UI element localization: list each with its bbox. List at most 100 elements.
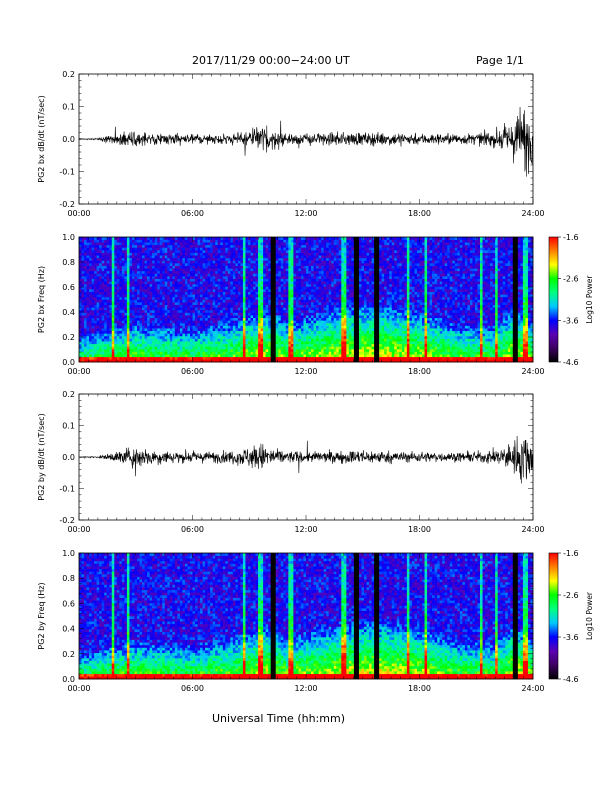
heatmap-cell — [227, 351, 231, 355]
heatmap-cell — [142, 260, 145, 264]
heatmap-cell — [258, 289, 261, 292]
heatmap-cell — [195, 244, 198, 248]
heatmap-cell — [167, 333, 171, 337]
heatmap-cell — [275, 252, 279, 256]
heatmap-cell — [169, 330, 173, 334]
heatmap-cell — [174, 296, 178, 300]
heatmap-cell — [323, 315, 327, 319]
heatmap-cell — [129, 359, 133, 363]
heatmap-cell — [84, 346, 87, 350]
heatmap-cell — [126, 312, 130, 316]
heatmap-cell — [235, 283, 239, 287]
heatmap-cell — [280, 304, 284, 308]
heatmap-cell — [109, 356, 113, 360]
heatmap-cell — [255, 263, 259, 266]
heatmap-cell — [187, 239, 191, 243]
heatmap-cell — [154, 302, 158, 305]
heatmap-cell — [318, 281, 322, 285]
heatmap-cell — [200, 296, 203, 300]
heatmap-cell — [144, 343, 148, 347]
heatmap-cell — [137, 359, 140, 363]
heatmap-cell — [184, 320, 188, 324]
heatmap-cell — [321, 260, 324, 264]
heatmap-cell — [200, 338, 203, 342]
heatmap-cell — [205, 247, 208, 251]
heatmap-cell — [260, 263, 264, 266]
heatmap-cell — [200, 244, 203, 248]
heatmap-cell — [184, 354, 188, 358]
heatmap-cell — [306, 270, 309, 274]
heatmap-cell — [154, 250, 158, 253]
heatmap-cell — [189, 302, 193, 305]
heatmap-cell — [258, 255, 261, 259]
heatmap-cell — [323, 278, 327, 282]
heatmap-cell — [326, 237, 329, 240]
heatmap-cell — [124, 273, 128, 277]
heatmap-cell — [298, 268, 302, 272]
heatmap-cell — [235, 278, 239, 282]
heatmap-cell — [167, 257, 171, 261]
heatmap-cell — [275, 356, 279, 360]
heatmap-cell — [195, 294, 198, 298]
heatmap-cell — [149, 307, 153, 311]
heatmap-cell — [323, 244, 327, 248]
heatmap-cell — [242, 281, 246, 285]
heatmap-cell — [235, 255, 239, 259]
heatmap-cell — [263, 309, 266, 313]
heatmap-cell — [278, 291, 282, 295]
heatmap-cell — [306, 330, 309, 334]
heatmap-cell — [197, 317, 201, 321]
heatmap-cell — [187, 330, 191, 334]
heatmap-cell — [195, 312, 198, 316]
heatmap-cell — [222, 268, 226, 272]
heatmap-cell — [116, 294, 120, 298]
heatmap-cell — [263, 328, 266, 332]
heatmap-cell — [290, 346, 294, 350]
heatmap-cell — [295, 348, 299, 352]
heatmap-cell — [200, 330, 203, 334]
heatmap-cell — [227, 302, 231, 305]
heatmap-cell — [273, 299, 277, 303]
page-label: Page 1/1 — [476, 54, 524, 67]
heatmap-cell — [280, 359, 284, 363]
heatmap-cell — [263, 317, 266, 321]
heatmap-cell — [215, 359, 219, 363]
heatmap-cell — [177, 328, 181, 332]
heatmap-cell — [210, 294, 213, 298]
heatmap-cell — [177, 270, 181, 274]
heatmap-cell — [230, 343, 234, 347]
heatmap-cell — [179, 343, 183, 347]
heatmap-cell — [328, 289, 332, 292]
heatmap-cell — [137, 309, 140, 313]
heatmap-cell — [300, 302, 304, 305]
heatmap-cell — [184, 283, 188, 287]
heatmap-cell — [220, 281, 224, 285]
heatmap-cell — [147, 283, 150, 287]
heatmap-cell — [260, 346, 264, 350]
heatmap-cell — [263, 247, 266, 251]
heatmap-cell — [328, 325, 332, 329]
heatmap-cell — [283, 341, 287, 345]
heatmap-cell — [210, 328, 213, 332]
heatmap-cell — [101, 307, 105, 311]
heatmap-cell — [260, 343, 264, 347]
heatmap-cell — [227, 244, 231, 248]
heatmap-cell — [240, 283, 244, 287]
heatmap-cell — [313, 260, 317, 264]
heatmap-cell — [84, 286, 87, 290]
heatmap-cell — [200, 315, 203, 319]
heatmap-cell — [207, 286, 211, 290]
heatmap-cell — [144, 299, 148, 303]
heatmap-cell — [247, 252, 251, 256]
heatmap-cell — [126, 351, 130, 355]
heatmap-cell — [184, 335, 188, 339]
heatmap-cell — [326, 265, 329, 269]
heatmap-cell — [124, 257, 128, 261]
heatmap-cell — [99, 328, 102, 332]
heatmap-cell — [106, 299, 110, 303]
heatmap-cell — [217, 351, 221, 355]
heatmap-cell — [217, 286, 221, 290]
heatmap-cell — [147, 325, 150, 329]
heatmap-cell — [247, 276, 251, 279]
heatmap-cell — [230, 286, 234, 290]
